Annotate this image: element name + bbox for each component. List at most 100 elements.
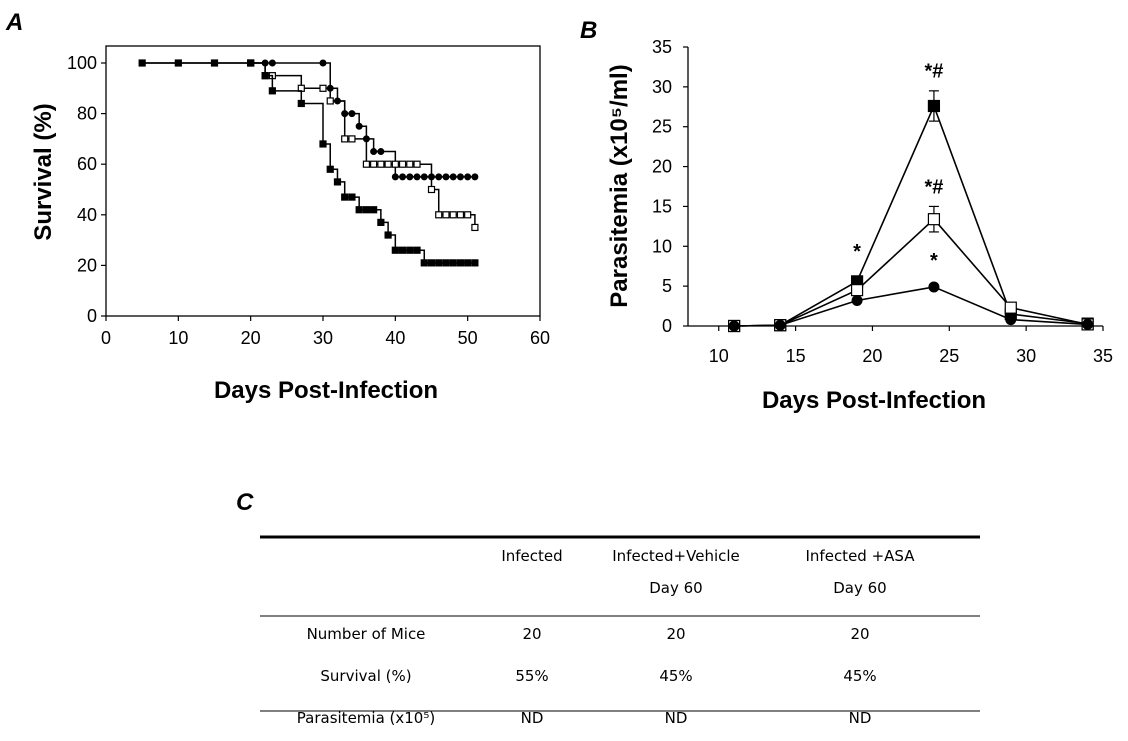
panel-c-table: Infected Infected+Vehicle Day 60 Infected +… — [260, 537, 980, 727]
panel-a-open-square-point — [342, 136, 348, 142]
table-column-header: Day 60 — [833, 579, 886, 597]
panel-a-y-tick-label: 0 — [87, 306, 97, 326]
panel-a-filled-square-point — [363, 207, 369, 213]
panel-a-filled-square-point — [371, 207, 377, 213]
panel-a-filled-square-point — [407, 247, 413, 253]
panel-b-filled-circle-line — [734, 287, 1088, 326]
table-cell: 20 — [850, 625, 869, 643]
panel-a-filled-square-point — [139, 60, 145, 66]
panel-a-open-square-point — [349, 136, 355, 142]
panel-a-filled-square-series — [139, 60, 478, 266]
panel-a-filled-square-point — [320, 141, 326, 147]
panel-a-filled-square-point — [269, 88, 275, 94]
panel-b-filled-circle-point — [775, 320, 785, 330]
panel-a-filled-square-point — [334, 179, 340, 185]
panel-a-filled-circle-point — [436, 174, 442, 180]
panel-a-open-square-point — [363, 161, 369, 167]
panel-a-filled-square-point — [298, 100, 304, 106]
panel-a-filled-square-point — [436, 260, 442, 266]
table-cell: ND — [521, 709, 544, 727]
panel-a-y-axis-title: Survival (%) — [30, 103, 57, 240]
panel-b-filled-circle-point — [852, 295, 862, 305]
panel-a-filled-circle-point — [400, 174, 406, 180]
panel-b-x-tick-label: 30 — [1016, 346, 1036, 366]
panel-b-chart: 10 15 20 25 30 35 0 5 10 15 20 25 30 35 * *# *# * Parasi… — [606, 37, 1113, 414]
panel-b-y-tick-label: 5 — [662, 276, 672, 296]
panel-b-y-tick-label: 15 — [652, 196, 672, 216]
panel-a-open-square-point — [327, 98, 333, 104]
panel-a-filled-circle-point — [392, 174, 398, 180]
panel-a-open-square-point — [457, 212, 463, 218]
panel-a-filled-square-point — [472, 260, 478, 266]
panel-a-y-tick-label: 100 — [67, 53, 97, 73]
table-cell: 55% — [515, 667, 548, 685]
panel-a-x-tick-label: 10 — [168, 328, 188, 348]
table-column-header: Day 60 — [649, 579, 702, 597]
panel-b-significance-annotation: * — [930, 250, 938, 272]
panel-b-letter: B — [580, 17, 597, 44]
table-cell: ND — [849, 709, 872, 727]
panel-a-filled-square-point — [421, 260, 427, 266]
panel-a-filled-square-line — [142, 63, 475, 263]
table-cell: 45% — [659, 667, 692, 685]
panel-a-filled-square-point — [212, 60, 218, 66]
table-column-header: Infected+Vehicle — [612, 547, 740, 565]
panel-b-y-axis-title: Parasitemia (x10⁵/ml) — [606, 64, 633, 307]
panel-a-filled-circle-series — [139, 60, 478, 180]
panel-a-open-square-point — [414, 161, 420, 167]
panel-a-x-axis-title: Days Post-Infection — [214, 377, 438, 404]
panel-a-x-tick-label: 0 — [101, 328, 111, 348]
panel-a-open-square-point — [450, 212, 456, 218]
panel-a-open-square-line — [251, 63, 475, 227]
panel-b-y-tick-label: 20 — [652, 157, 672, 177]
table-cell: 20 — [522, 625, 541, 643]
panel-a-open-square-point — [392, 161, 398, 167]
panel-a-filled-square-point — [248, 60, 254, 66]
panel-a-filled-square-point — [327, 166, 333, 172]
table-row-label: Survival (%) — [320, 667, 411, 685]
panel-a-filled-square-point — [378, 219, 384, 225]
panel-a-filled-circle-point — [450, 174, 456, 180]
table-column-header: Infected +ASA — [806, 547, 916, 565]
panel-b-open-square-point — [852, 285, 863, 296]
panel-b-open-square-series — [729, 206, 1094, 331]
panel-b-filled-circle-point — [1083, 319, 1093, 329]
panel-a-open-square-point — [407, 161, 413, 167]
panel-a-filled-circle-point — [472, 174, 478, 180]
panel-a-filled-circle-point — [414, 174, 420, 180]
panel-b-filled-square-line — [734, 106, 1088, 326]
panel-a-open-square-point — [378, 161, 384, 167]
panel-a-open-square-series — [248, 60, 478, 230]
panel-a-open-square-point — [371, 161, 377, 167]
panel-b-open-square-line — [734, 219, 1088, 326]
panel-a-filled-square-point — [457, 260, 463, 266]
panel-a-filled-square-point — [414, 247, 420, 253]
panel-a-filled-circle-point — [269, 60, 275, 66]
panel-b-x-tick-label: 35 — [1093, 346, 1113, 366]
panel-a-filled-square-point — [429, 260, 435, 266]
panel-b-filled-circle-point — [929, 282, 939, 292]
panel-b-x-tick-label: 15 — [786, 346, 806, 366]
panel-a-open-square-point — [465, 212, 471, 218]
panel-b-filled-circle-point — [729, 321, 739, 331]
panel-b-open-square-point — [928, 214, 939, 225]
table-cell: 20 — [666, 625, 685, 643]
panel-a-filled-square-point — [443, 260, 449, 266]
panel-b-significance-annotation: * — [853, 241, 861, 263]
panel-a-filled-square-point — [349, 194, 355, 200]
panel-a-filled-circle-point — [371, 149, 377, 155]
panel-b-x-tick-label: 10 — [709, 346, 729, 366]
panel-a-filled-circle-point — [457, 174, 463, 180]
panel-a-x-tick-label: 60 — [530, 328, 550, 348]
panel-a-letter: A — [5, 9, 23, 36]
panel-a-filled-square-point — [450, 260, 456, 266]
panel-a-y-tick-label: 40 — [77, 205, 97, 225]
panel-b-significance-annotation: *# — [924, 60, 943, 82]
panel-b-y-tick-label: 30 — [652, 77, 672, 97]
panel-a-open-square-point — [400, 161, 406, 167]
panel-b-y-tick-label: 35 — [652, 37, 672, 57]
panel-a-x-tick-label: 30 — [313, 328, 333, 348]
panel-b-y-tick-label: 25 — [652, 117, 672, 137]
panel-a-filled-square-point — [356, 207, 362, 213]
